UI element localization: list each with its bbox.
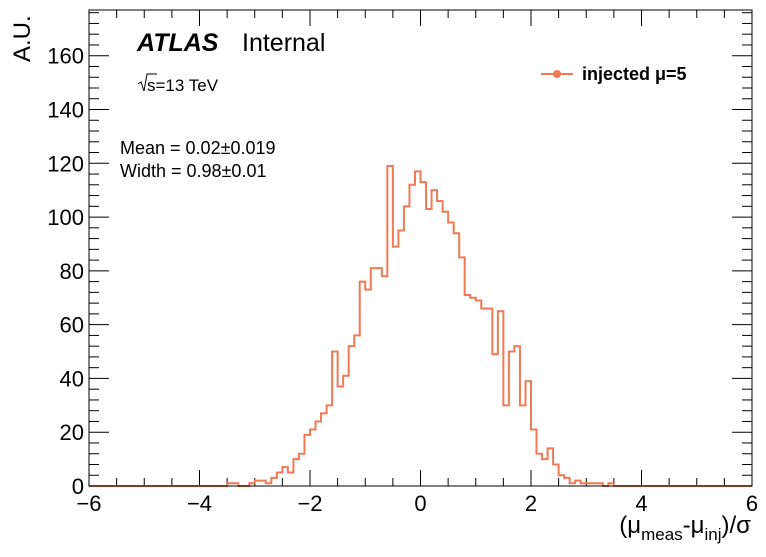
x-axis-title: (μmeas-μinj)/σ bbox=[619, 512, 751, 544]
y-tick-label: 60 bbox=[60, 313, 84, 338]
atlas-status: Internal bbox=[242, 29, 325, 57]
x-tick-label: −2 bbox=[297, 491, 322, 516]
y-tick-label: 0 bbox=[72, 474, 84, 499]
stat-mean: Mean = 0.02±0.019 bbox=[120, 138, 276, 158]
svg-text:s=13 TeV: s=13 TeV bbox=[147, 76, 219, 95]
x-tick-labels: −6 −4 −2 0 2 4 6 bbox=[76, 491, 758, 516]
x-tick-label: 6 bbox=[746, 491, 758, 516]
y-tick-label: 140 bbox=[47, 98, 84, 123]
stat-width: Width = 0.98±0.01 bbox=[120, 161, 266, 181]
legend-dot-marker bbox=[553, 70, 561, 78]
y-tick-label: 120 bbox=[47, 151, 84, 176]
x-tick-label: 0 bbox=[414, 491, 426, 516]
legend-entry-injected: injected μ=5 bbox=[582, 64, 687, 84]
y-tick-label: 100 bbox=[47, 205, 84, 230]
y-axis-title: A.U. bbox=[9, 15, 36, 62]
x-tick-label: −6 bbox=[76, 491, 101, 516]
y-tick-label: 80 bbox=[60, 259, 84, 284]
energy-label: s=13 TeV bbox=[137, 73, 219, 95]
x-tick-label: 2 bbox=[525, 491, 537, 516]
sqrt-icon bbox=[137, 73, 157, 92]
y-tick-label: 160 bbox=[47, 44, 84, 69]
x-tick-label: −4 bbox=[187, 491, 212, 516]
legend: injected μ=5 bbox=[541, 64, 687, 84]
x-tick-label: 4 bbox=[635, 491, 647, 516]
histogram-series-injected bbox=[89, 164, 752, 487]
plot-frame bbox=[88, 9, 753, 487]
y-tick-labels: 0 20 40 60 80 100 120 140 160 bbox=[47, 44, 84, 499]
y-tick-label: 40 bbox=[60, 366, 84, 391]
y-tick-label: 20 bbox=[60, 420, 84, 445]
atlas-label: ATLAS bbox=[136, 29, 219, 57]
